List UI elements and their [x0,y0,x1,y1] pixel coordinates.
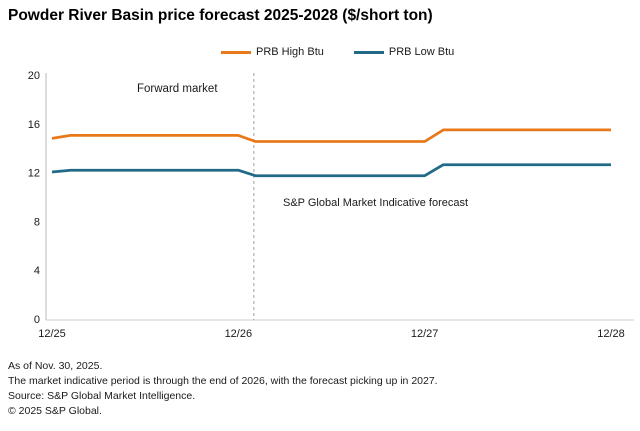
footer-line-source: Source: S&P Global Market Intelligence. [8,390,196,402]
x-tick-label: 12/27 [411,328,439,340]
footer-line-asof: As of Nov. 30, 2025. [8,360,103,372]
series-line-prb-high-btu [51,128,611,143]
y-tick-label: 0 [34,314,40,326]
legend: PRB High Btu PRB Low Btu [221,45,454,59]
x-tick-label: 12/25 [38,328,66,340]
legend-label: PRB High Btu [256,46,324,58]
legend-item-prb-high-btu: PRB High Btu [221,46,324,58]
footer: As of Nov. 30, 2025. The market indicati… [8,359,438,419]
legend-label: PRB Low Btu [388,46,455,58]
price-chart-svg: 0 4 8 12 16 20 12/25 12/26 12/27 12/28 [28,70,634,340]
x-tick-label: 12/28 [597,328,625,340]
series-line-prb-low-btu [51,163,611,178]
legend-item-prb-low-btu: PRB Low Btu [353,46,455,58]
y-tick-label: 8 [34,216,40,228]
annotation-forward-market: Forward market [137,83,218,95]
annotation-indicative-forecast: S&P Global Market Indicative forecast [283,197,469,209]
legend-swatch [221,50,251,54]
y-tick-label: 4 [34,265,40,277]
footer-line-copyright: © 2025 S&P Global. [8,405,102,417]
chart-title: Powder River Basin price forecast 2025-2… [8,7,433,24]
y-tick-label: 16 [28,119,40,131]
y-tick-label: 12 [28,168,40,180]
y-tick-label: 20 [28,70,40,82]
x-tick-label: 12/26 [225,328,253,340]
footer-line-note: The market indicative period is through … [8,375,438,387]
legend-swatch [353,50,384,54]
